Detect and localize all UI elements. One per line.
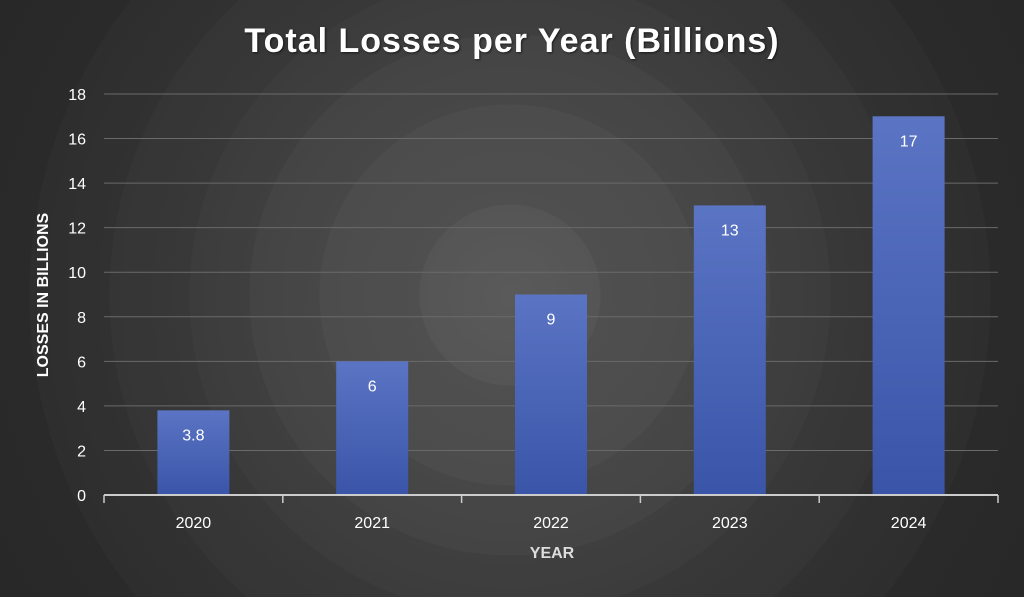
y-tick-label: 12 [68, 221, 86, 238]
x-tick-label-2024: 2024 [891, 515, 927, 532]
y-tick-label: 0 [77, 488, 86, 505]
x-tick-label-2023: 2023 [712, 515, 748, 532]
y-tick-label: 8 [77, 310, 86, 327]
data-label-2024: 17 [900, 133, 918, 150]
bar-2020 [157, 410, 230, 495]
x-tick-label-2022: 2022 [533, 515, 569, 532]
data-label-2022: 9 [547, 312, 556, 329]
y-tick-label: 6 [77, 354, 86, 371]
x-tick-labels: 2020 2021 2022 2023 2024 [176, 515, 927, 532]
bars [157, 116, 945, 496]
chart-title: Total Losses per Year (Billions) [244, 22, 780, 60]
y-tick-label: 16 [68, 132, 86, 149]
y-tick-label: 4 [77, 399, 86, 416]
bar-2022 [515, 294, 587, 495]
data-label-2021: 6 [368, 378, 377, 395]
y-tick-label: 2 [77, 443, 86, 460]
y-tick-label: 10 [68, 265, 86, 282]
y-tick-label: 18 [68, 87, 86, 104]
bar-2023 [693, 205, 766, 495]
y-tick-label: 14 [68, 176, 86, 193]
data-label-2020: 3.8 [182, 427, 204, 444]
y-tick-labels: 0 2 4 6 8 10 12 14 16 18 [68, 87, 86, 505]
x-tick-label-2021: 2021 [354, 515, 390, 532]
data-label-2023: 13 [721, 222, 739, 239]
x-axis [103, 494, 999, 503]
bar-2021 [336, 361, 409, 495]
bar-2024 [872, 116, 945, 496]
x-axis-label: YEAR [529, 545, 575, 562]
data-labels: 3.8 6 9 13 17 [182, 133, 917, 444]
x-tick-label-2020: 2020 [176, 515, 212, 532]
